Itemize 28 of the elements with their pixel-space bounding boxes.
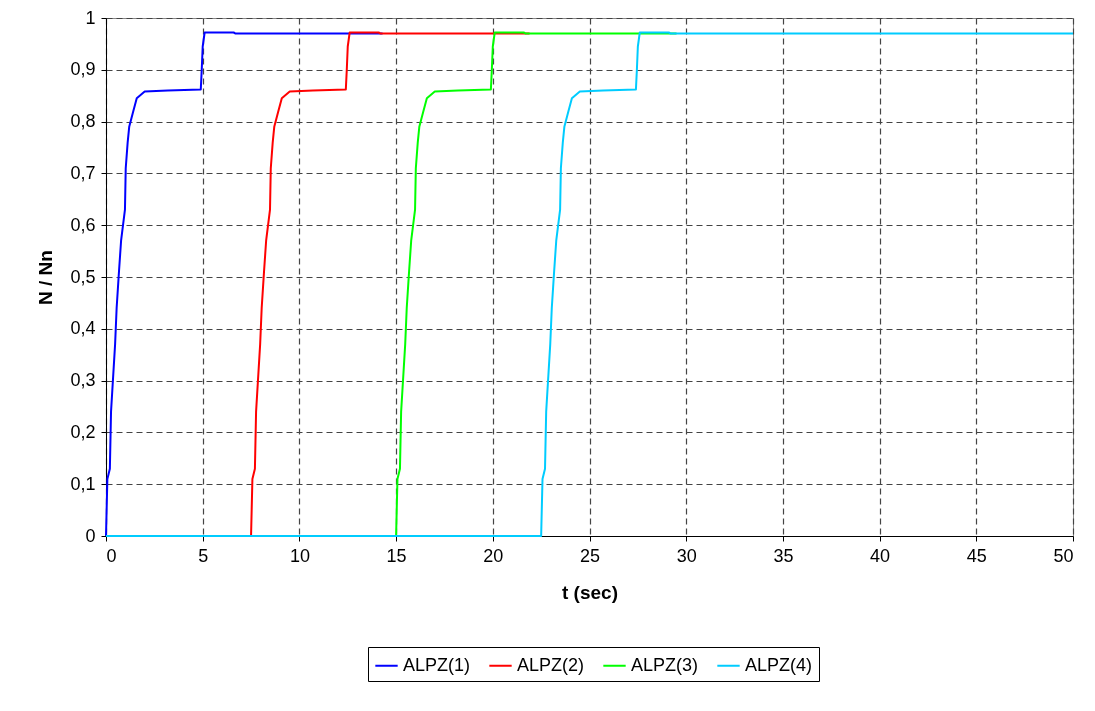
x-tick-label: 5 (198, 545, 209, 566)
y-tick-label: 0,6 (70, 214, 96, 235)
x-tick-label: 20 (483, 545, 504, 566)
x-tick-label: 10 (289, 545, 310, 566)
legend-label: ALPZ(2) (517, 654, 585, 675)
x-tick-label: 15 (386, 545, 407, 566)
y-tick-label: 1 (85, 7, 96, 28)
legend-label: ALPZ(1) (403, 654, 471, 675)
x-tick-label: 30 (676, 545, 697, 566)
y-tick-label: 0,8 (70, 111, 96, 132)
legend-label: ALPZ(3) (631, 654, 699, 675)
x-tick-label: 35 (773, 545, 794, 566)
y-tick-label: 0,1 (70, 473, 96, 494)
x-tick-label: 0 (106, 545, 117, 566)
y-axis-title: N / Nn (35, 250, 57, 305)
y-tick-label: 0,2 (70, 421, 96, 442)
x-tick-label: 50 (1053, 545, 1074, 566)
y-tick-label: 0,7 (70, 162, 96, 183)
y-tick-label: 0,5 (70, 266, 96, 287)
y-tick-label: 0,4 (70, 318, 96, 339)
x-tick-label: 40 (870, 545, 891, 566)
legend-label: ALPZ(4) (745, 654, 813, 675)
x-tick-label: 25 (579, 545, 601, 566)
y-tick-label: 0,3 (70, 370, 96, 391)
y-tick-label: 0 (85, 525, 96, 546)
x-axis-title: t (sec) (562, 581, 618, 603)
x-tick-label: 45 (966, 545, 987, 566)
y-tick-label: 0,9 (70, 59, 96, 80)
